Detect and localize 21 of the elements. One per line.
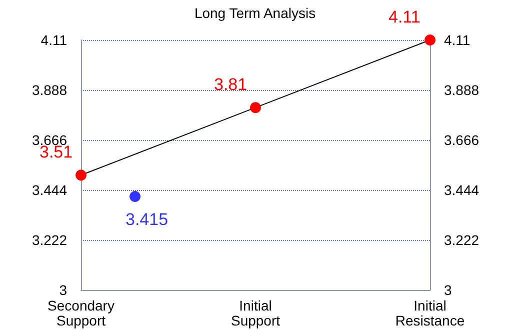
data-label: 3.415 bbox=[126, 210, 168, 230]
x-tick-label: Initial Support bbox=[230, 298, 280, 328]
y2-tick-label: 3 bbox=[444, 282, 452, 298]
y2-tick-label: 3.666 bbox=[444, 132, 480, 148]
y-tick-label: 3 bbox=[59, 282, 68, 298]
y2-tick-label: 3.444 bbox=[444, 182, 480, 198]
y-tick-label: 3.444 bbox=[32, 182, 68, 198]
chart-title: Long Term Analysis bbox=[194, 5, 316, 21]
x-tick-label: Initial Resistance bbox=[395, 298, 465, 328]
data-label: 3.81 bbox=[214, 75, 248, 94]
point bbox=[76, 170, 86, 181]
y2-tick-label: 3.888 bbox=[444, 82, 480, 98]
point bbox=[424, 34, 436, 46]
y-tick-label: 4.11 bbox=[40, 32, 68, 48]
data-label: 4.11 bbox=[388, 8, 420, 26]
y2-tick-label: 3.222 bbox=[444, 232, 480, 248]
y-tick-label: 3.222 bbox=[32, 232, 68, 248]
y-tick-label: 3.888 bbox=[32, 82, 68, 98]
point bbox=[250, 102, 261, 114]
x-tick-label: Secondary Support bbox=[48, 298, 114, 328]
y2-tick-label: 4.11 bbox=[444, 32, 470, 48]
